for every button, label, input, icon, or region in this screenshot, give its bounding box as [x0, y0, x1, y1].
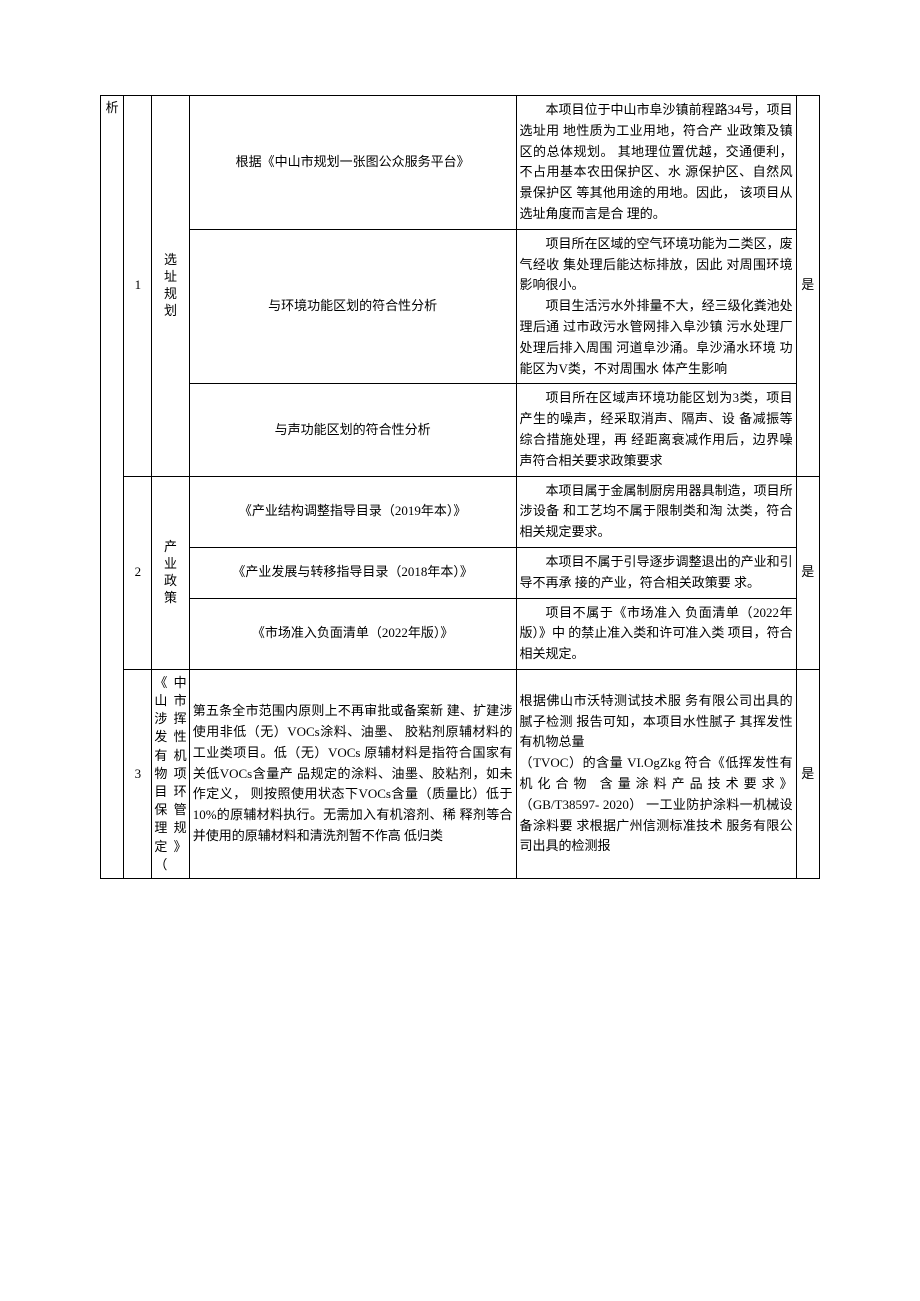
analysis-paragraph: 根据佛山市沃特测试技术服 务有限公司出具的腻子检测 报告可知，本项目水性腻子 其… — [520, 691, 793, 753]
analysis-paragraph: 项目生活污水外排量不大，经三级化粪池处理后通 过市政污水管网排入阜沙镇 污水处理… — [520, 296, 793, 379]
basis-cell: 与环境功能区划的符合性分析 — [189, 229, 516, 384]
basis-cell: 《产业发展与转移指导目录（2018年本）》 — [189, 547, 516, 598]
analysis-cell: 本项目属于金属制厨房用器具制造，项目所涉设备 和工艺均不属于限制类和淘 汰类，符… — [516, 476, 796, 547]
table-body: 析1选址规划根据《中山市规划一张图公众服务平台》本项目位于中山市阜沙镇前程路34… — [101, 96, 820, 879]
analysis-cell: 项目所在区域声环境功能区划为3类，项目产生的噪声，经采取消声、隔声、设 备减振等… — [516, 384, 796, 476]
row-number: 2 — [124, 476, 152, 669]
analysis-paragraph: 本项目属于金属制厨房用器具制造，项目所涉设备 和工艺均不属于限制类和淘 汰类，符… — [520, 481, 793, 543]
analysis-cell: 项目不属于《市场准入 负面清单（2022年版）》中 的禁止准入类和许可准入类 项… — [516, 598, 796, 669]
document-page: 析1选址规划根据《中山市规划一张图公众服务平台》本项目位于中山市阜沙镇前程路34… — [0, 0, 920, 909]
basis-cell: 《产业结构调整指导目录（2019年本）》 — [189, 476, 516, 547]
analysis-paragraph: 项目所在区域的空气环境功能为二类区，废气经收 集处理后能达标排放，因此 对周围环… — [520, 234, 793, 296]
analysis-cell: 本项目位于中山市阜沙镇前程路34号，项目选址用 地性质为工业用地，符合产 业政策… — [516, 96, 796, 230]
analysis-paragraph: （TVOC）的含量 VI.OgZkg 符合《低挥发性有机化合物 含量涂料产品技术… — [520, 753, 793, 857]
basis-cell: 与声功能区划的符合性分析 — [189, 384, 516, 476]
basis-cell: 第五条全市范围内原则上不再审批或备案新 建、扩建涉使用非低（无）VOCs涂料、油… — [189, 669, 516, 878]
table-row: 《市场准入负面清单（2022年版）》项目不属于《市场准入 负面清单（2022年版… — [101, 598, 820, 669]
row-number: 1 — [124, 96, 152, 477]
result-cell: 是 — [796, 476, 819, 669]
row-number: 3 — [124, 669, 152, 878]
table-row: 析1选址规划根据《中山市规划一张图公众服务平台》本项目位于中山市阜沙镇前程路34… — [101, 96, 820, 230]
table-row: 与环境功能区划的符合性分析项目所在区域的空气环境功能为二类区，废气经收 集处理后… — [101, 229, 820, 384]
result-cell: 是 — [796, 669, 819, 878]
table-row: 3《中山市涉挥发性有机物项目环保管理规定》（第五条全市范围内原则上不再审批或备案… — [101, 669, 820, 878]
analysis-cell: 项目所在区域的空气环境功能为二类区，废气经收 集处理后能达标排放，因此 对周围环… — [516, 229, 796, 384]
analysis-cell: 根据佛山市沃特测试技术服 务有限公司出具的腻子检测 报告可知，本项目水性腻子 其… — [516, 669, 796, 878]
table-row: 《产业发展与转移指导目录（2018年本）》本项目不属于引导逐步调整退出的产业和引… — [101, 547, 820, 598]
analysis-paragraph: 项目所在区域声环境功能区划为3类，项目产生的噪声，经采取消声、隔声、设 备减振等… — [520, 388, 793, 471]
table-row: 与声功能区划的符合性分析项目所在区域声环境功能区划为3类，项目产生的噪声，经采取… — [101, 384, 820, 476]
basis-cell: 根据《中山市规划一张图公众服务平台》 — [189, 96, 516, 230]
analysis-paragraph: 项目不属于《市场准入 负面清单（2022年版）》中 的禁止准入类和许可准入类 项… — [520, 603, 793, 665]
analysis-table: 析1选址规划根据《中山市规划一张图公众服务平台》本项目位于中山市阜沙镇前程路34… — [100, 95, 820, 879]
category-cell: 选址规划 — [152, 96, 189, 477]
analysis-paragraph: 本项目位于中山市阜沙镇前程路34号，项目选址用 地性质为工业用地，符合产 业政策… — [520, 100, 793, 225]
result-cell: 是 — [796, 96, 819, 477]
analysis-cell: 本项目不属于引导逐步调整退出的产业和引导不再承 接的产业，符合相关政策要 求。 — [516, 547, 796, 598]
category-cell: 产业政策 — [152, 476, 189, 669]
table-row: 2产业政策《产业结构调整指导目录（2019年本）》本项目属于金属制厨房用器具制造… — [101, 476, 820, 547]
category-cell: 《中山市涉挥发性有机物项目环保管理规定》（ — [152, 669, 189, 878]
analysis-paragraph: 本项目不属于引导逐步调整退出的产业和引导不再承 接的产业，符合相关政策要 求。 — [520, 552, 793, 594]
basis-cell: 《市场准入负面清单（2022年版）》 — [189, 598, 516, 669]
section-header-cell: 析 — [101, 96, 124, 879]
